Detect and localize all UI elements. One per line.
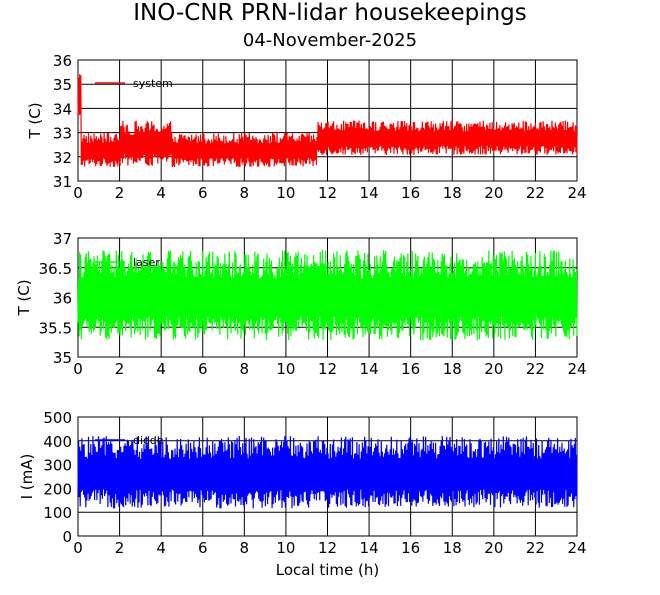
x-tick-label: 6 [198, 539, 208, 557]
x-tick-label: 20 [484, 184, 503, 202]
y-tick-label: 31 [53, 173, 72, 191]
x-tick-label: 10 [276, 360, 295, 378]
y-tick-label: 35 [53, 76, 72, 94]
x-axis-label: Local time (h) [276, 561, 380, 579]
x-tick-label: 20 [484, 539, 503, 557]
y-tick-label: 36 [53, 290, 72, 308]
x-tick-label: 22 [526, 360, 545, 378]
y-tick-label: 0 [62, 528, 72, 546]
x-tick-label: 14 [360, 184, 379, 202]
y-tick-label: 500 [43, 409, 72, 427]
x-tick-label: 14 [360, 360, 379, 378]
x-tick-label: 8 [240, 184, 250, 202]
y-axis-label: I (mA) [18, 454, 36, 500]
x-tick-label: 10 [276, 539, 295, 557]
y-tick-label: 100 [43, 504, 72, 522]
x-tick-label: 18 [443, 539, 462, 557]
x-tick-label: 24 [567, 360, 586, 378]
x-tick-label: 24 [567, 184, 586, 202]
chart-subtitle: 04-November-2025 [242, 30, 418, 51]
x-tick-label: 0 [73, 360, 83, 378]
x-tick-label: 2 [115, 539, 125, 557]
y-tick-label: 35.5 [39, 319, 72, 337]
x-tick-label: 16 [401, 539, 420, 557]
x-tick-label: 4 [156, 539, 166, 557]
x-tick-label: 8 [240, 539, 250, 557]
x-tick-label: 0 [73, 184, 83, 202]
y-tick-label: 400 [43, 433, 72, 451]
y-tick-label: 200 [43, 480, 72, 498]
x-tick-label: 14 [360, 539, 379, 557]
x-tick-label: 22 [526, 539, 545, 557]
y-tick-label: 32 [53, 149, 72, 167]
y-axis-label: T (C) [26, 102, 44, 139]
x-tick-label: 16 [401, 360, 420, 378]
x-tick-label: 22 [526, 184, 545, 202]
x-tick-label: 24 [567, 539, 586, 557]
legend-label: system [133, 77, 173, 90]
x-tick-label: 20 [484, 360, 503, 378]
x-tick-label: 6 [198, 360, 208, 378]
x-tick-label: 12 [318, 184, 337, 202]
x-tick-label: 4 [156, 360, 166, 378]
x-tick-label: 6 [198, 184, 208, 202]
series-line-diode [77, 435, 578, 509]
series-line-laser [77, 250, 578, 341]
x-tick-label: 4 [156, 184, 166, 202]
x-tick-label: 2 [115, 360, 125, 378]
y-axis-label: T (C) [15, 279, 33, 316]
x-tick-label: 0 [73, 539, 83, 557]
x-tick-label: 2 [115, 184, 125, 202]
x-tick-label: 18 [443, 184, 462, 202]
x-tick-label: 10 [276, 184, 295, 202]
chart-title: INO-CNR PRN-lidar housekeepings [133, 0, 527, 26]
series-line-system [77, 74, 578, 168]
y-tick-label: 36.5 [39, 260, 72, 278]
y-tick-label: 300 [43, 457, 72, 475]
x-tick-label: 18 [443, 360, 462, 378]
x-tick-label: 12 [318, 539, 337, 557]
y-tick-label: 34 [53, 100, 72, 118]
y-tick-label: 33 [53, 125, 72, 143]
legend-label: diode [133, 434, 164, 447]
x-tick-label: 16 [401, 184, 420, 202]
x-tick-label: 8 [240, 360, 250, 378]
legend-label: laser [133, 256, 160, 269]
y-tick-label: 35 [53, 349, 72, 367]
y-tick-label: 36 [53, 52, 72, 70]
x-tick-label: 12 [318, 360, 337, 378]
y-tick-label: 37 [53, 230, 72, 248]
